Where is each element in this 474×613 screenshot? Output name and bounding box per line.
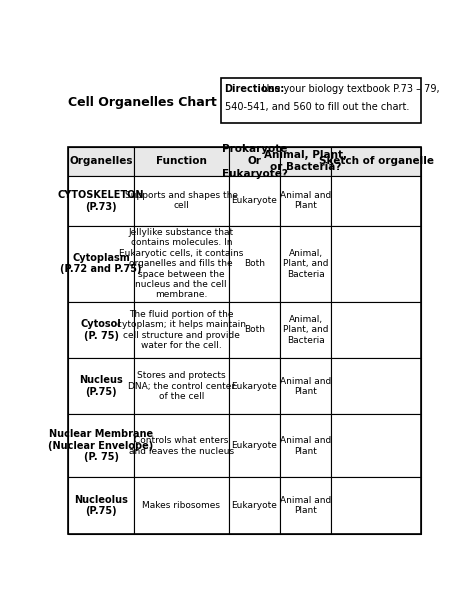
Bar [134,302,229,358]
Bar [331,176,421,226]
Bar [68,302,134,358]
Bar [229,358,280,414]
Text: Eukaryote: Eukaryote [231,501,277,510]
Text: Stores and protects
DNA; the control center
of the cell: Stores and protects DNA; the control cen… [128,371,235,401]
Bar [280,414,331,478]
Text: Use your biology textbook P.73 – 79,: Use your biology textbook P.73 – 79, [259,84,440,94]
Text: Cytosol
(P. 75): Cytosol (P. 75) [81,319,121,341]
Bar [68,478,134,534]
Bar [280,147,331,176]
Bar [331,226,421,302]
Bar [134,478,229,534]
Bar [229,226,280,302]
Bar [280,478,331,534]
Text: Sketch of organelle: Sketch of organelle [319,156,434,166]
Text: Both: Both [244,326,265,334]
Text: CYTOSKELETON
(P.73): CYTOSKELETON (P.73) [58,190,144,211]
Bar [68,147,421,534]
Bar [229,414,280,478]
Text: Controls what enters
and leaves the nucleus: Controls what enters and leaves the nucl… [129,436,234,455]
Text: Eukaryote: Eukaryote [231,382,277,390]
Text: Animal, Plant,
or Bacteria?: Animal, Plant, or Bacteria? [264,150,347,172]
Bar [68,358,134,414]
Bar [280,358,331,414]
Text: Nucleolus
(P.75): Nucleolus (P.75) [74,495,128,516]
Bar [134,176,229,226]
Text: Organelles: Organelles [69,156,133,166]
Text: Animal and
Plant: Animal and Plant [280,496,331,516]
Bar [331,414,421,478]
Text: Cytoplasm
(P.72 and P.75): Cytoplasm (P.72 and P.75) [60,253,142,275]
Text: Makes ribosomes: Makes ribosomes [142,501,220,510]
Text: Animal,
Plant, and
Bacteria: Animal, Plant, and Bacteria [283,249,328,278]
Text: Nucleus
(P.75): Nucleus (P.75) [79,375,123,397]
Text: Eukaryote: Eukaryote [231,441,277,451]
Text: Jellylike substance that
contains molecules. In
Eukaryotic cells, it contains
or: Jellylike substance that contains molecu… [119,228,244,299]
Text: Animal and
Plant: Animal and Plant [280,191,331,210]
Bar [331,478,421,534]
Text: 540-541, and 560 to fill out the chart.: 540-541, and 560 to fill out the chart. [225,102,409,112]
Bar [331,302,421,358]
Text: Animal,
Plant, and
Bacteria: Animal, Plant, and Bacteria [283,315,328,345]
Text: Function: Function [156,156,207,166]
Text: Animal and
Plant: Animal and Plant [280,436,331,455]
Text: Directions:: Directions: [225,84,285,94]
Bar [134,147,229,176]
Bar [229,302,280,358]
Text: Prokaryote
Or
Eukaryote?: Prokaryote Or Eukaryote? [221,144,287,178]
Bar [134,358,229,414]
Bar [134,414,229,478]
Bar [229,478,280,534]
Bar [68,176,134,226]
Text: Cell Organelles Chart: Cell Organelles Chart [68,96,217,109]
Bar [229,147,280,176]
Bar [331,358,421,414]
Bar [280,302,331,358]
Text: Nuclear Membrane
(Nuclear Envelope)
(P. 75): Nuclear Membrane (Nuclear Envelope) (P. … [48,429,154,462]
Bar [280,176,331,226]
Bar [280,226,331,302]
Bar [68,147,134,176]
Bar [68,226,134,302]
Text: Both: Both [244,259,265,268]
Bar [68,414,134,478]
Bar [134,226,229,302]
Bar [229,176,280,226]
Bar [221,78,421,123]
Text: The fluid portion of the
cytoplasm; it helps maintain
cell structure and provide: The fluid portion of the cytoplasm; it h… [117,310,246,350]
Bar [331,147,421,176]
Text: Animal and
Plant: Animal and Plant [280,376,331,396]
Text: Supports and shapes the
cell: Supports and shapes the cell [125,191,238,210]
Text: Eukaryote: Eukaryote [231,196,277,205]
